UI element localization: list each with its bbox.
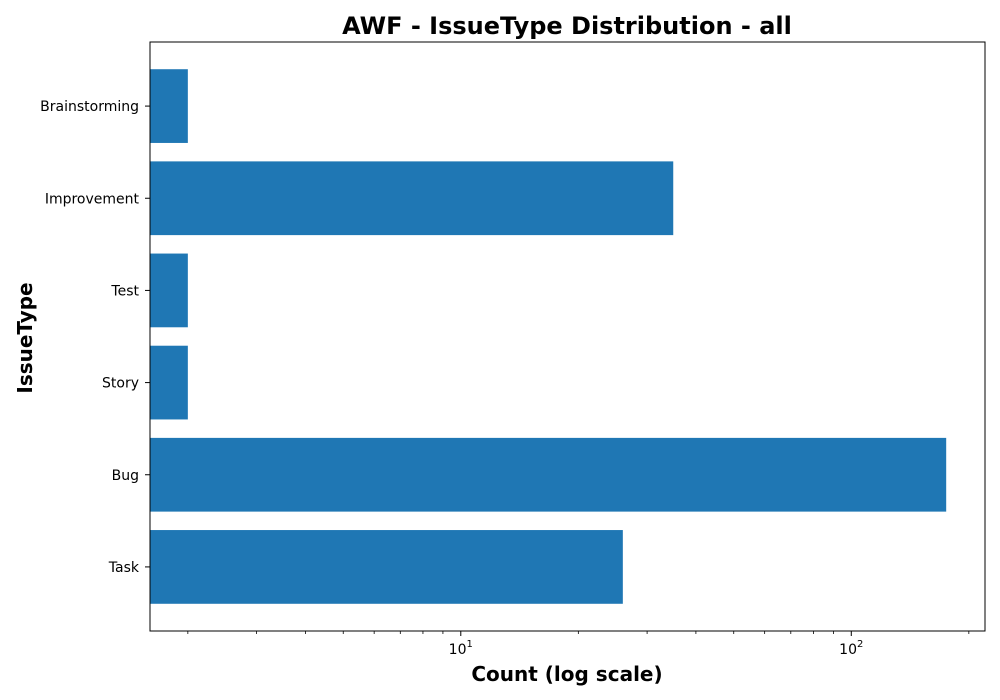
x-axis-label: Count (log scale) bbox=[471, 662, 662, 686]
y-tick-label: Test bbox=[110, 283, 139, 299]
bars-group bbox=[150, 69, 947, 604]
bar-bug bbox=[150, 437, 947, 512]
y-axis-label: IssueType bbox=[13, 282, 37, 393]
y-tick-label: Bug bbox=[112, 468, 139, 484]
bar-task bbox=[150, 530, 623, 604]
bar-test bbox=[150, 253, 188, 328]
plot-frame bbox=[149, 41, 986, 632]
chart-title: AWF - IssueType Distribution - all bbox=[342, 12, 792, 40]
y-tick-label: Story bbox=[102, 376, 139, 392]
x-axis-ticks: 101 102 bbox=[187, 631, 970, 658]
bar-brainstorming bbox=[150, 69, 188, 143]
y-tick-label: Improvement bbox=[45, 191, 140, 207]
x-tick-label: 101 bbox=[449, 639, 473, 658]
x-tick-label: 102 bbox=[839, 639, 863, 658]
y-tick-label: Task bbox=[108, 560, 140, 576]
y-axis-ticks: Brainstorming Improvement Test Story Bug Task bbox=[40, 99, 150, 576]
y-tick-label: Brainstorming bbox=[40, 99, 139, 115]
bar-story bbox=[150, 345, 188, 420]
bar-improvement bbox=[150, 161, 674, 236]
